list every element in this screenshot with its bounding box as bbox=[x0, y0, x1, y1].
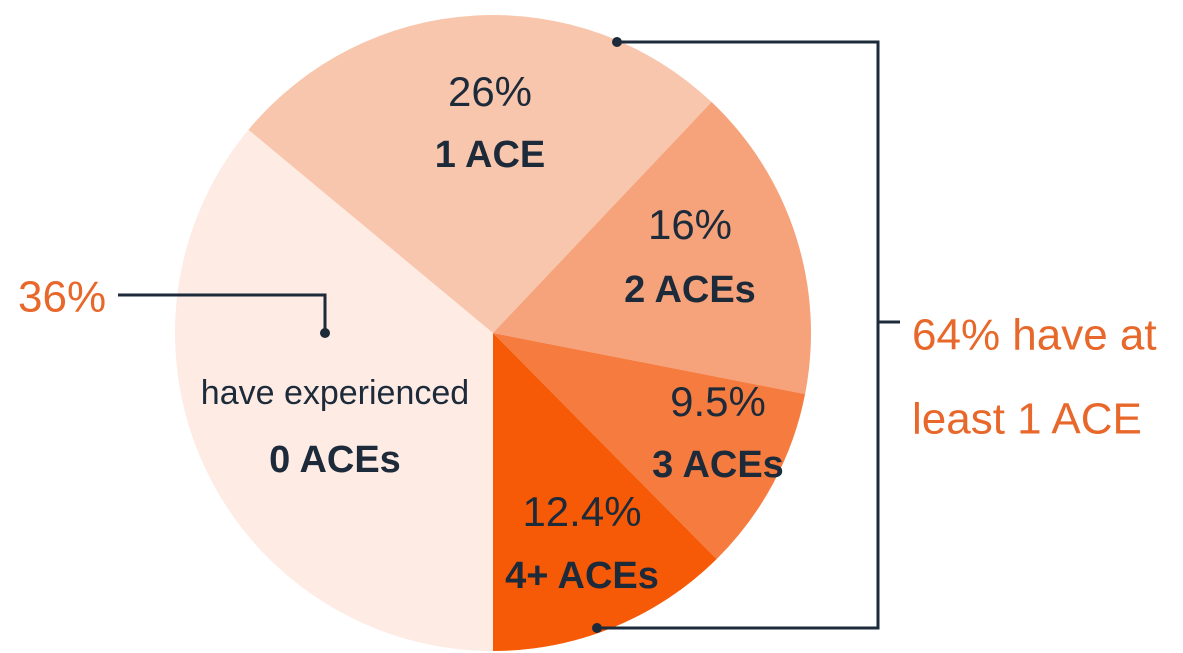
category-label: 4+ ACEs bbox=[505, 555, 659, 597]
category-label: 3 ACEs bbox=[652, 444, 784, 486]
callout-line bbox=[118, 293, 327, 333]
callout-dot bbox=[320, 328, 330, 338]
category-label: 0 ACEs bbox=[269, 439, 401, 481]
category-label: 1 ACE bbox=[435, 134, 546, 176]
bracket-label: 64% have at bbox=[912, 311, 1157, 360]
pie-slice bbox=[175, 129, 494, 652]
value-label: 26% bbox=[448, 68, 532, 115]
bracket-dot bbox=[592, 623, 602, 633]
pie-slice bbox=[248, 15, 712, 334]
bracket bbox=[597, 40, 900, 630]
pie-slice bbox=[493, 333, 806, 560]
bracket-dot bbox=[612, 37, 622, 47]
pie-slice bbox=[493, 102, 811, 395]
value-label: 9.5% bbox=[670, 378, 766, 425]
value-label: 12.4% bbox=[522, 488, 641, 535]
pie-slice bbox=[493, 333, 717, 651]
bracket-label: least 1 ACE bbox=[912, 395, 1142, 444]
category-label: 2 ACEs bbox=[624, 269, 756, 311]
value-label: 36% bbox=[18, 273, 106, 322]
value-label: 16% bbox=[648, 201, 732, 248]
zero-prefix: have experienced bbox=[201, 374, 469, 412]
